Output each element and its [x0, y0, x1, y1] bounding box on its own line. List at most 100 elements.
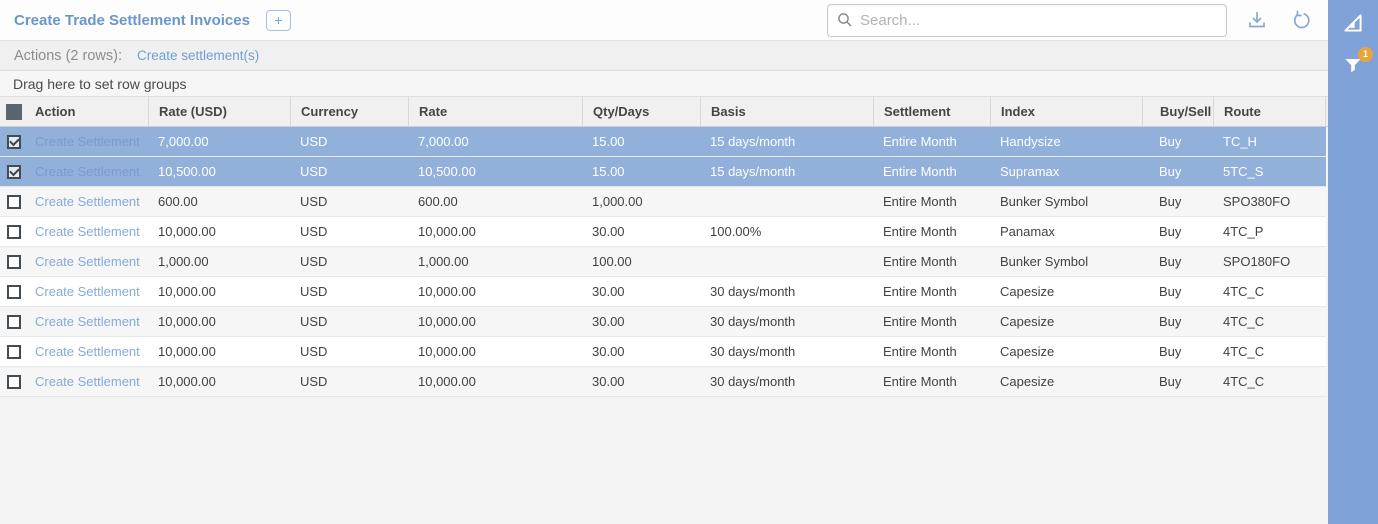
row-checkbox[interactable] — [7, 135, 21, 149]
table-row[interactable]: Create Settlement 1,000.00 USD 1,000.00 … — [0, 247, 1326, 277]
undo-button[interactable] — [1288, 7, 1314, 33]
action-cell: Create Settlement — [28, 187, 148, 216]
create-settlement-link[interactable]: Create Settlement — [35, 374, 140, 389]
qty-days-cell: 100.00 — [582, 247, 700, 276]
buy-sell-cell: Buy — [1142, 157, 1213, 186]
select-all-checkbox[interactable] — [0, 97, 28, 126]
filter-tool-button[interactable]: 1 — [1339, 51, 1367, 79]
search-input[interactable] — [860, 12, 1217, 29]
row-checkbox[interactable] — [7, 165, 21, 179]
table-row[interactable]: Create Settlement 10,000.00 USD 10,000.0… — [0, 307, 1326, 337]
column-header-route[interactable]: Route — [1213, 97, 1326, 126]
app-window: Create Trade Settlement Invoices + — [0, 0, 1378, 524]
column-header-rate[interactable]: Rate — [408, 97, 582, 126]
settlement-cell: Entire Month — [873, 367, 990, 396]
create-settlement-link[interactable]: Create Settlement — [35, 194, 140, 209]
rate-cell: 10,000.00 — [408, 307, 582, 336]
actions-label: Actions (2 rows): — [14, 48, 122, 64]
qty-days-cell: 1,000.00 — [582, 187, 700, 216]
currency-cell: USD — [290, 127, 408, 156]
set-square-tool-button[interactable] — [1339, 9, 1367, 37]
action-cell: Create Settlement — [28, 307, 148, 336]
buy-sell-cell: Buy — [1142, 337, 1213, 366]
table-row[interactable]: Create Settlement 600.00 USD 600.00 1,00… — [0, 187, 1326, 217]
table-row[interactable]: Create Settlement 10,000.00 USD 10,000.0… — [0, 337, 1326, 367]
search-box[interactable] — [827, 4, 1227, 37]
rate-usd-cell: 10,000.00 — [148, 307, 290, 336]
settlement-cell: Entire Month — [873, 307, 990, 336]
grid-empty-area — [0, 397, 1328, 524]
row-checkbox-cell — [0, 127, 28, 156]
currency-cell: USD — [290, 277, 408, 306]
column-header-basis[interactable]: Basis — [700, 97, 873, 126]
buy-sell-cell: Buy — [1142, 367, 1213, 396]
download-button[interactable] — [1244, 7, 1270, 33]
row-group-dropzone[interactable]: Drag here to set row groups — [0, 71, 1328, 97]
index-cell: Capesize — [990, 337, 1142, 366]
row-checkbox-cell — [0, 157, 28, 186]
rate-cell: 10,000.00 — [408, 337, 582, 366]
row-group-text: Drag here to set row groups — [13, 76, 187, 92]
column-header-qty-days[interactable]: Qty/Days — [582, 97, 700, 126]
index-cell: Bunker Symbol — [990, 187, 1142, 216]
column-header-buy-sell[interactable]: Buy/Sell — [1142, 97, 1213, 126]
actions-bar: Actions (2 rows): Create settlement(s) — [0, 41, 1328, 71]
table-row[interactable]: Create Settlement 10,000.00 USD 10,000.0… — [0, 277, 1326, 307]
row-checkbox[interactable] — [7, 285, 21, 299]
index-cell: Panamax — [990, 217, 1142, 246]
qty-days-cell: 30.00 — [582, 367, 700, 396]
column-header-settlement[interactable]: Settlement — [873, 97, 990, 126]
add-button[interactable]: + — [266, 10, 291, 31]
qty-days-cell: 30.00 — [582, 277, 700, 306]
rate-usd-cell: 10,000.00 — [148, 367, 290, 396]
column-header-currency[interactable]: Currency — [290, 97, 408, 126]
tool-sidebar: 1 — [1328, 0, 1378, 524]
basis-cell — [700, 247, 873, 276]
create-settlement-link[interactable]: Create Settlement — [35, 284, 140, 299]
row-checkbox[interactable] — [7, 225, 21, 239]
row-checkbox-cell — [0, 277, 28, 306]
rate-usd-cell: 10,000.00 — [148, 277, 290, 306]
route-cell: 4TC_C — [1213, 307, 1326, 336]
create-settlement-link[interactable]: Create Settlement — [35, 164, 140, 179]
create-settlement-link[interactable]: Create Settlement — [35, 224, 140, 239]
table-row[interactable]: Create Settlement 10,500.00 USD 10,500.0… — [0, 157, 1326, 187]
rate-cell: 1,000.00 — [408, 247, 582, 276]
table-row[interactable]: Create Settlement 10,000.00 USD 10,000.0… — [0, 217, 1326, 247]
currency-cell: USD — [290, 337, 408, 366]
create-settlement-link[interactable]: Create Settlement — [35, 314, 140, 329]
action-cell: Create Settlement — [28, 337, 148, 366]
grid-header: Action Rate (USD) Currency Rate Qty/Days… — [0, 97, 1328, 127]
settlement-cell: Entire Month — [873, 337, 990, 366]
settlement-cell: Entire Month — [873, 217, 990, 246]
row-checkbox[interactable] — [7, 195, 21, 209]
basis-cell: 30 days/month — [700, 367, 873, 396]
rate-usd-cell: 10,000.00 — [148, 217, 290, 246]
rate-cell: 7,000.00 — [408, 127, 582, 156]
create-settlement-link[interactable]: Create Settlement — [35, 134, 140, 149]
rate-cell: 10,500.00 — [408, 157, 582, 186]
column-header-index[interactable]: Index — [990, 97, 1142, 126]
table-row[interactable]: Create Settlement 7,000.00 USD 7,000.00 … — [0, 127, 1326, 157]
table-row[interactable]: Create Settlement 10,000.00 USD 10,000.0… — [0, 367, 1326, 397]
create-settlement-link[interactable]: Create Settlement — [35, 254, 140, 269]
index-cell: Capesize — [990, 277, 1142, 306]
route-cell: 4TC_C — [1213, 337, 1326, 366]
index-cell: Handysize — [990, 127, 1142, 156]
buy-sell-cell: Buy — [1142, 127, 1213, 156]
row-checkbox[interactable] — [7, 375, 21, 389]
currency-cell: USD — [290, 157, 408, 186]
settlement-cell: Entire Month — [873, 157, 990, 186]
action-cell: Create Settlement — [28, 247, 148, 276]
row-checkbox[interactable] — [7, 255, 21, 269]
column-header-rate-usd[interactable]: Rate (USD) — [148, 97, 290, 126]
grid-body: Create Settlement 7,000.00 USD 7,000.00 … — [0, 127, 1328, 397]
currency-cell: USD — [290, 247, 408, 276]
buy-sell-cell: Buy — [1142, 277, 1213, 306]
row-checkbox[interactable] — [7, 315, 21, 329]
create-settlements-link[interactable]: Create settlement(s) — [137, 48, 259, 63]
row-checkbox[interactable] — [7, 345, 21, 359]
create-settlement-link[interactable]: Create Settlement — [35, 344, 140, 359]
basis-cell: 15 days/month — [700, 127, 873, 156]
column-header-action[interactable]: Action — [28, 97, 148, 126]
